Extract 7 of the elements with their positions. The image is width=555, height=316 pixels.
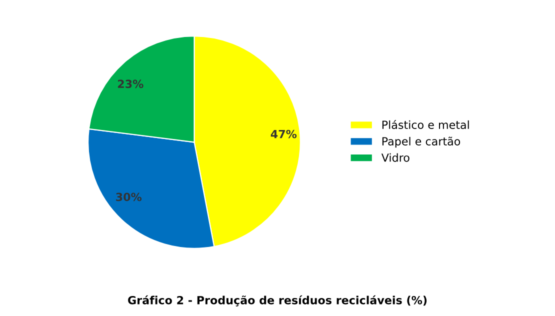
data-label: 23% [118,80,144,88]
legend-label: Plástico e metal [382,120,469,130]
data-label: 47% [270,130,297,138]
legend-label: Vidro [381,153,410,162]
data-label: 30% [116,192,142,202]
legend-label: Papel e cartão [382,136,460,148]
text: Gráfico 2 - Produção de resíduos recicláveis (%) [128,295,427,306]
